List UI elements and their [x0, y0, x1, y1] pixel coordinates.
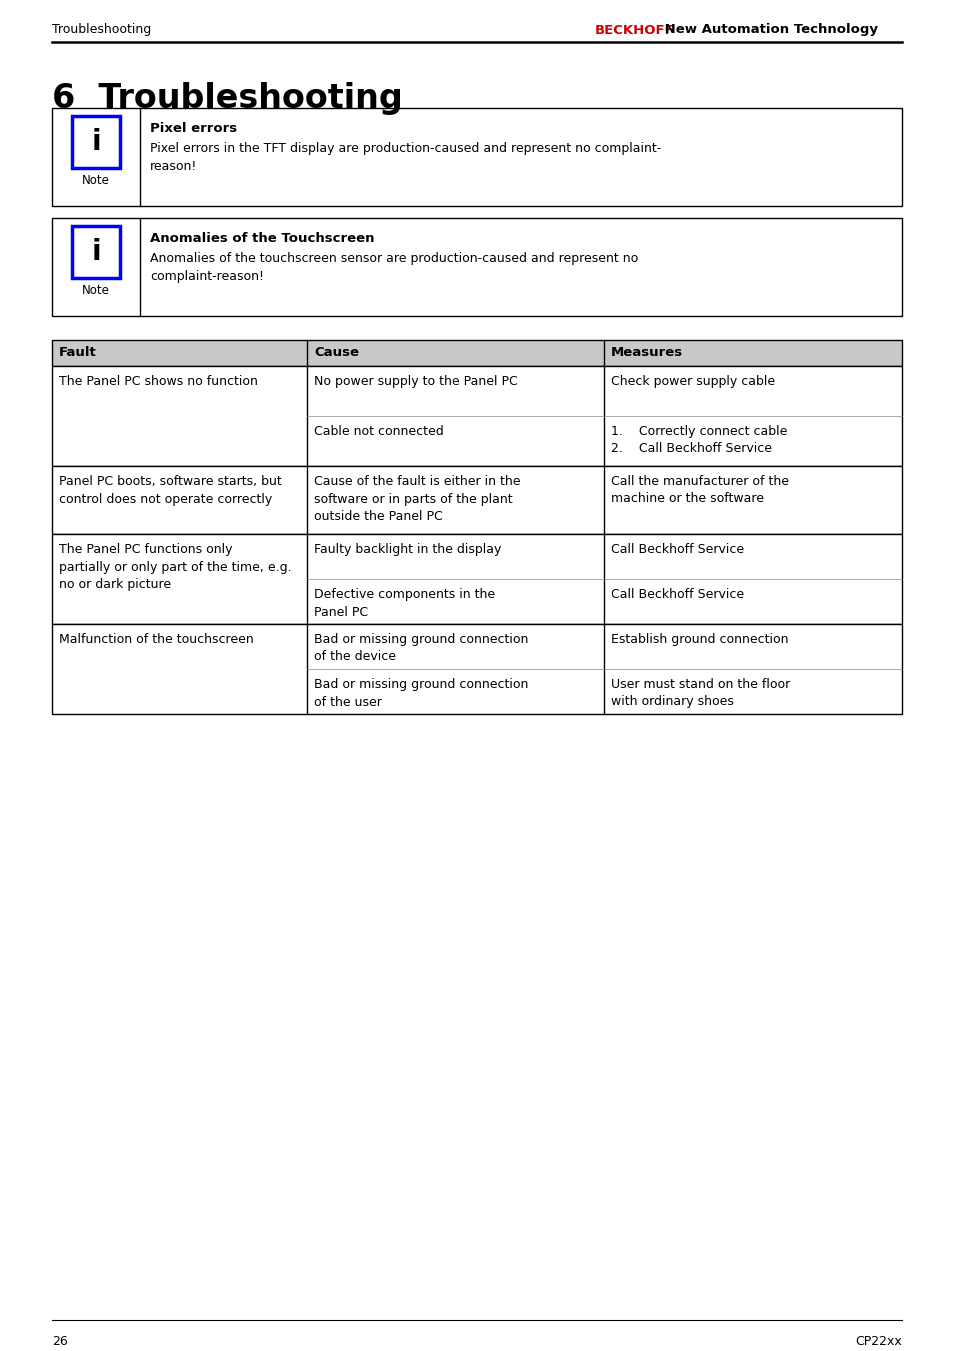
- Bar: [52, 466, 901, 534]
- Text: BECKHOFF: BECKHOFF: [595, 23, 674, 36]
- Text: Establish ground connection: Establish ground connection: [610, 634, 788, 646]
- Bar: [71, 116, 120, 168]
- Text: Note: Note: [82, 284, 110, 297]
- Text: Note: Note: [82, 174, 110, 186]
- Text: Bad or missing ground connection
of the user: Bad or missing ground connection of the …: [314, 678, 528, 708]
- Bar: [52, 340, 901, 366]
- Text: 26: 26: [52, 1335, 68, 1348]
- Bar: [52, 624, 901, 713]
- Text: The Panel PC shows no function: The Panel PC shows no function: [59, 376, 257, 388]
- Bar: [52, 218, 901, 316]
- Text: Anomalies of the touchscreen sensor are production-caused and represent no
compl: Anomalies of the touchscreen sensor are …: [150, 253, 638, 282]
- Bar: [52, 534, 901, 624]
- Text: Troubleshooting: Troubleshooting: [52, 23, 152, 36]
- Text: Anomalies of the Touchscreen: Anomalies of the Touchscreen: [150, 232, 375, 245]
- Text: Fault: Fault: [59, 346, 96, 359]
- Text: User must stand on the floor
with ordinary shoes: User must stand on the floor with ordina…: [610, 678, 789, 708]
- Bar: [52, 366, 901, 466]
- Text: Defective components in the
Panel PC: Defective components in the Panel PC: [314, 588, 495, 619]
- Text: Check power supply cable: Check power supply cable: [610, 376, 774, 388]
- Text: Cause: Cause: [314, 346, 358, 359]
- Text: Call Beckhoff Service: Call Beckhoff Service: [610, 588, 743, 601]
- Text: Faulty backlight in the display: Faulty backlight in the display: [314, 543, 501, 557]
- Text: Call Beckhoff Service: Call Beckhoff Service: [610, 543, 743, 557]
- Bar: [71, 226, 120, 278]
- Text: Measures: Measures: [610, 346, 682, 359]
- Text: The Panel PC functions only
partially or only part of the time, e.g.
no or dark : The Panel PC functions only partially or…: [59, 543, 292, 590]
- Text: Malfunction of the touchscreen: Malfunction of the touchscreen: [59, 634, 253, 646]
- Text: i: i: [91, 238, 101, 266]
- Text: CP22xx: CP22xx: [854, 1335, 901, 1348]
- Bar: [52, 108, 901, 205]
- Text: Pixel errors: Pixel errors: [150, 122, 237, 135]
- Text: Bad or missing ground connection
of the device: Bad or missing ground connection of the …: [314, 634, 528, 663]
- Text: 6  Troubleshooting: 6 Troubleshooting: [52, 82, 402, 115]
- Text: Cable not connected: Cable not connected: [314, 426, 443, 438]
- Text: 1.    Correctly connect cable
2.    Call Beckhoff Service: 1. Correctly connect cable 2. Call Beckh…: [610, 426, 786, 455]
- Text: New Automation Technology: New Automation Technology: [659, 23, 877, 36]
- Text: Panel PC boots, software starts, but
control does not operate correctly: Panel PC boots, software starts, but con…: [59, 476, 281, 505]
- Text: Cause of the fault is either in the
software or in parts of the plant
outside th: Cause of the fault is either in the soft…: [314, 476, 520, 523]
- Text: Call the manufacturer of the
machine or the software: Call the manufacturer of the machine or …: [610, 476, 788, 505]
- Text: Pixel errors in the TFT display are production-caused and represent no complaint: Pixel errors in the TFT display are prod…: [150, 142, 660, 173]
- Text: No power supply to the Panel PC: No power supply to the Panel PC: [314, 376, 517, 388]
- Text: i: i: [91, 128, 101, 155]
